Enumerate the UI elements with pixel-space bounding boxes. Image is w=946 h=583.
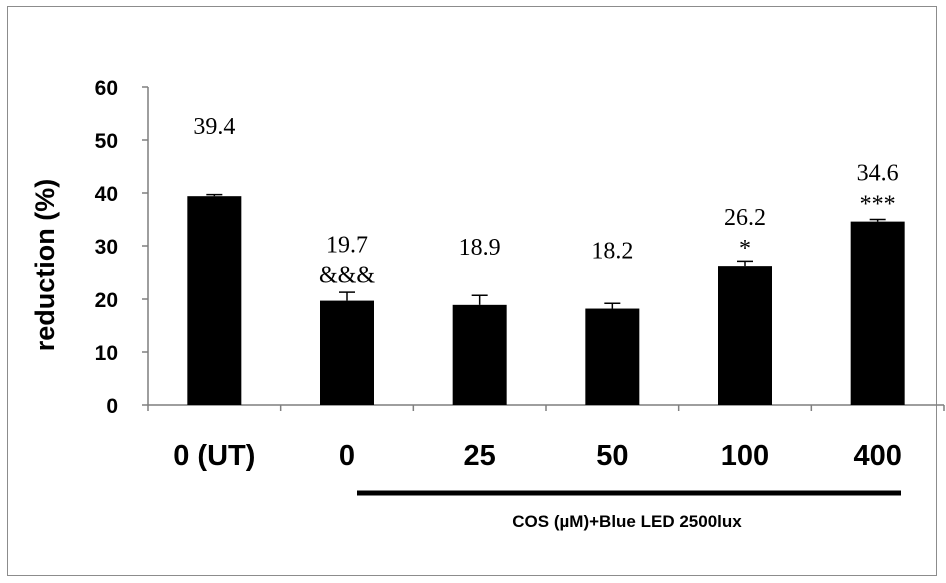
y-axis: 0 10 20 30 40 50 60 xyxy=(95,77,149,418)
x-tick-label: 0 (UT) xyxy=(173,440,255,472)
value-label: 39.4 xyxy=(193,114,235,140)
x-tick-label: 400 xyxy=(853,440,901,472)
x-axis: 0 (UT) 0 25 50 100 400 xyxy=(147,404,945,472)
value-label: 34.6 xyxy=(857,161,899,187)
bar xyxy=(718,266,772,405)
y-tick-label: 30 xyxy=(95,236,118,259)
y-tick-label: 50 xyxy=(95,130,118,153)
bars xyxy=(187,193,905,405)
value-label: 18.2 xyxy=(591,239,633,265)
y-tick-label: 0 xyxy=(106,395,118,418)
bar xyxy=(187,196,242,405)
significance-label: * xyxy=(739,236,751,262)
bar xyxy=(452,304,507,405)
significance-label: *** xyxy=(860,192,896,218)
value-labels: 39.4 &&& 19.7 18.9 18.2 * 26.2 *** 34.6 xyxy=(193,114,898,288)
bar xyxy=(850,221,905,405)
y-axis-label: reduction (%) xyxy=(30,179,60,352)
bar xyxy=(585,308,640,405)
value-label: 26.2 xyxy=(724,205,766,231)
x-tick-label: 100 xyxy=(721,440,769,472)
value-label: 18.9 xyxy=(459,235,501,261)
y-tick-label: 20 xyxy=(95,289,118,312)
chart-frame xyxy=(7,6,937,576)
y-tick-label: 60 xyxy=(95,77,118,100)
x-tick-label: 25 xyxy=(464,440,496,472)
value-label: 19.7 xyxy=(326,233,368,259)
x-tick-label: 0 xyxy=(339,440,355,472)
x-tick-label: 50 xyxy=(596,440,628,472)
bar xyxy=(320,300,374,405)
y-tick-label: 10 xyxy=(95,342,118,365)
significance-label: &&& xyxy=(319,263,375,289)
group-label: COS (µM)+Blue LED 2500lux xyxy=(512,512,742,531)
y-tick-label: 40 xyxy=(95,183,118,206)
